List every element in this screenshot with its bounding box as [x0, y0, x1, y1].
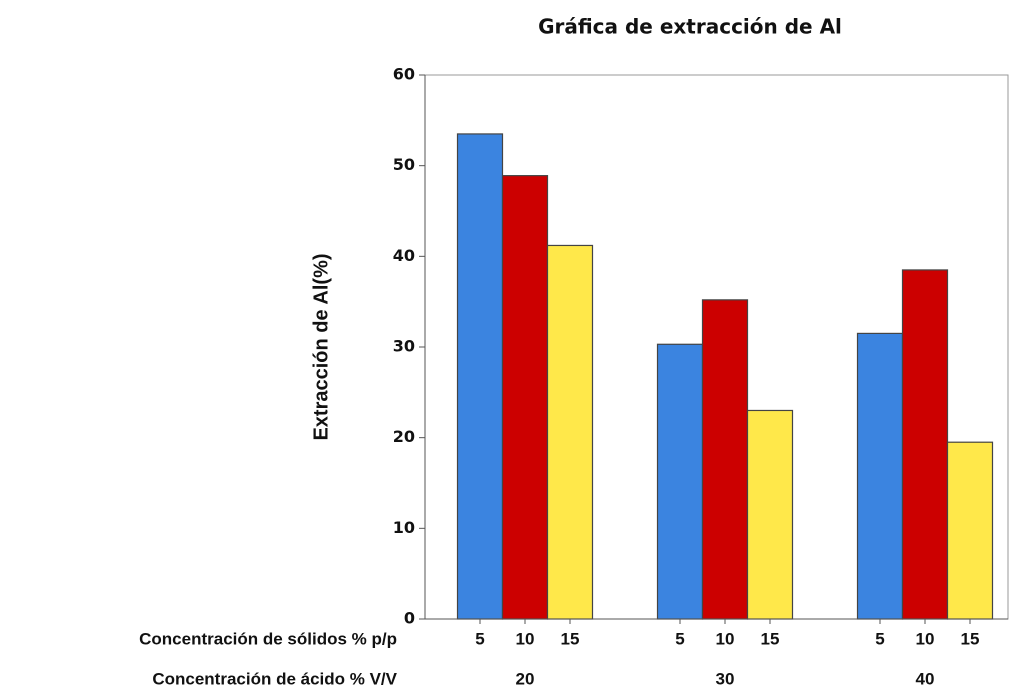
- bar: [546, 244, 594, 620]
- y-tick-label: 10: [393, 518, 415, 537]
- x-sub-tick-label: 5: [475, 629, 484, 648]
- x-sub-tick-label: 10: [716, 629, 735, 648]
- chart-title: Gráfica de extracción de Al: [538, 15, 842, 39]
- x-axis-label: Concentración de ácido % V/V: [152, 669, 397, 688]
- x-sub-tick-label: 10: [516, 629, 535, 648]
- y-axis-label: Extracción de Al(%): [310, 253, 332, 440]
- y-tick-label: 0: [404, 609, 415, 628]
- y-tick-label: 30: [393, 337, 415, 356]
- y-tick-label: 50: [393, 155, 415, 174]
- x-sublabel: Concentración de sólidos % p/p: [139, 629, 397, 648]
- y-tick-label: 60: [393, 65, 415, 84]
- bar: [656, 343, 704, 620]
- bar: [746, 409, 794, 620]
- x-sub-tick-label: 15: [961, 629, 980, 648]
- y-tick-label: 40: [393, 246, 415, 265]
- bar: [901, 269, 949, 620]
- x-tick-label: 40: [916, 669, 935, 688]
- bar: [856, 332, 904, 620]
- y-tick-label: 20: [393, 427, 415, 446]
- x-sub-tick-label: 5: [875, 629, 884, 648]
- bar: [501, 175, 549, 620]
- x-sub-tick-label: 15: [761, 629, 780, 648]
- x-sub-tick-label: 10: [916, 629, 935, 648]
- bar: [456, 133, 504, 620]
- bar: [946, 441, 994, 620]
- x-tick-label: 20: [516, 669, 535, 688]
- bar: [701, 299, 749, 620]
- x-sub-tick-label: 15: [561, 629, 580, 648]
- x-tick-label: 30: [716, 669, 735, 688]
- x-sub-tick-label: 5: [675, 629, 684, 648]
